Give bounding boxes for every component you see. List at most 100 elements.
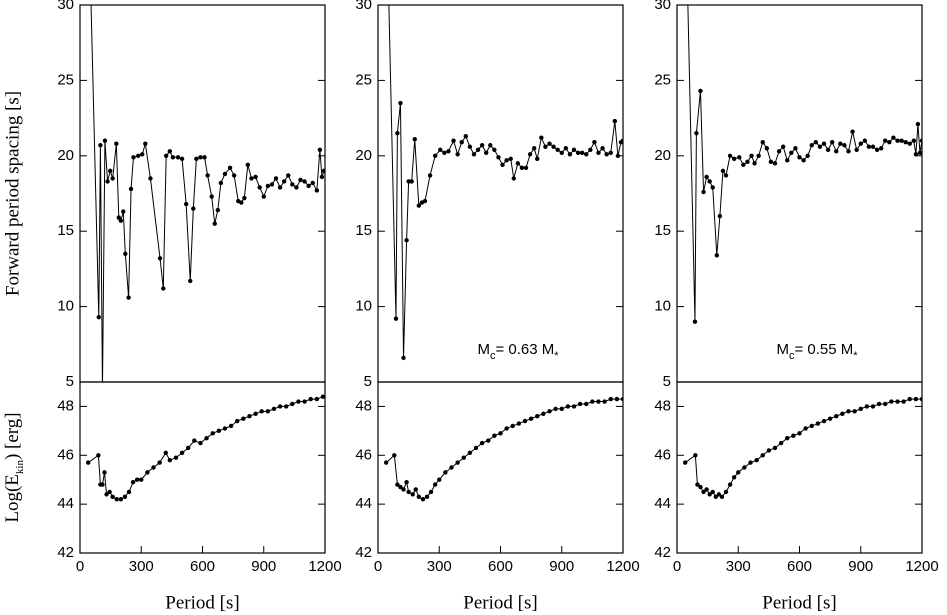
data-point — [475, 147, 481, 152]
y-tick-label: 44 — [355, 495, 372, 512]
data-point — [682, 460, 688, 465]
data-point — [438, 147, 443, 152]
data-point — [134, 477, 140, 482]
data-point — [167, 149, 173, 154]
data-point — [271, 406, 277, 412]
data-point — [776, 149, 782, 154]
data-point — [222, 426, 228, 431]
data-point — [913, 396, 919, 402]
data-point — [834, 414, 839, 419]
data-point — [883, 138, 888, 143]
data-point — [876, 401, 882, 407]
plot-area — [383, 396, 623, 502]
data-point — [745, 159, 750, 165]
data-point — [720, 168, 726, 174]
annotation: Mc= 0.63 M* — [477, 341, 559, 362]
data-point — [903, 140, 908, 145]
y-tick-label: 44 — [654, 495, 671, 512]
data-point — [392, 453, 397, 458]
data-point — [559, 150, 564, 155]
data-point — [535, 414, 540, 419]
data-point — [302, 179, 307, 184]
y-tick-label: 15 — [57, 222, 74, 239]
data-point — [551, 144, 556, 149]
data-point — [620, 138, 623, 143]
data-point — [455, 460, 460, 465]
data-point — [459, 140, 464, 145]
text-part: Log(E — [2, 474, 23, 523]
data-point — [736, 470, 741, 475]
data-point — [793, 146, 798, 151]
data-point — [210, 431, 215, 436]
y-tick-label: 48 — [355, 397, 372, 414]
data-point — [825, 147, 831, 152]
data-point — [102, 470, 107, 475]
data-point — [202, 155, 207, 160]
data-point — [383, 460, 389, 465]
data-point — [809, 143, 814, 148]
y-tick-label: 15 — [355, 222, 372, 239]
subscript: * — [554, 350, 559, 362]
data-point — [701, 189, 706, 195]
data-point — [756, 153, 761, 158]
data-point — [432, 482, 438, 487]
data-point — [785, 158, 790, 163]
data-point — [915, 121, 921, 127]
data-point — [427, 173, 433, 178]
data-point — [126, 295, 131, 300]
y-tick-label: 48 — [654, 397, 671, 414]
x-tick-label: 1200 — [606, 558, 639, 575]
data-point — [222, 171, 228, 177]
data-point — [284, 404, 289, 409]
data-point — [105, 179, 110, 184]
data-point — [707, 179, 712, 184]
data-point — [693, 453, 698, 458]
data-point — [104, 492, 109, 497]
data-point — [803, 426, 808, 431]
data-point — [723, 173, 729, 178]
data-point — [231, 173, 237, 178]
data-point — [710, 489, 715, 495]
data-point — [858, 406, 863, 412]
data-point — [519, 165, 525, 171]
data-point — [157, 460, 162, 465]
data-point — [319, 174, 325, 180]
data-point — [772, 445, 778, 451]
data-point — [121, 209, 126, 214]
data-point — [913, 152, 919, 157]
data-point — [484, 150, 489, 155]
data-point — [277, 404, 283, 409]
data-point — [110, 176, 115, 181]
data-point — [772, 161, 778, 166]
data-point — [228, 423, 234, 429]
y-tick-label: 5 — [663, 373, 671, 390]
y-tick-label: 20 — [57, 147, 74, 164]
data-point — [143, 141, 148, 146]
x-axis-label: Period [s] — [165, 592, 239, 613]
data-point — [791, 433, 796, 438]
data-point — [239, 200, 244, 205]
data-point — [247, 414, 252, 419]
data-point — [413, 487, 418, 492]
x-tick-label: 0 — [673, 558, 681, 575]
data-point — [559, 406, 564, 412]
data-point — [161, 286, 166, 291]
data-point — [314, 188, 320, 193]
data-point — [615, 153, 621, 158]
frame — [377, 381, 624, 554]
data-point — [455, 152, 460, 157]
y-tick-label: 10 — [654, 298, 671, 315]
data-point — [827, 416, 833, 421]
data-point — [314, 396, 320, 402]
data-point — [437, 477, 442, 482]
x-axis-label: Period [s] — [762, 592, 836, 613]
panel: 42 44 46 48 0 300 600 900 1200 Period [s] — [654, 381, 939, 613]
data-point — [723, 489, 729, 495]
data-point — [241, 416, 246, 421]
x-tick-label: 900 — [848, 558, 873, 575]
data-point — [128, 186, 134, 192]
data-point — [395, 130, 400, 136]
data-point — [608, 150, 613, 155]
frame — [676, 381, 923, 554]
data-point — [170, 155, 176, 160]
